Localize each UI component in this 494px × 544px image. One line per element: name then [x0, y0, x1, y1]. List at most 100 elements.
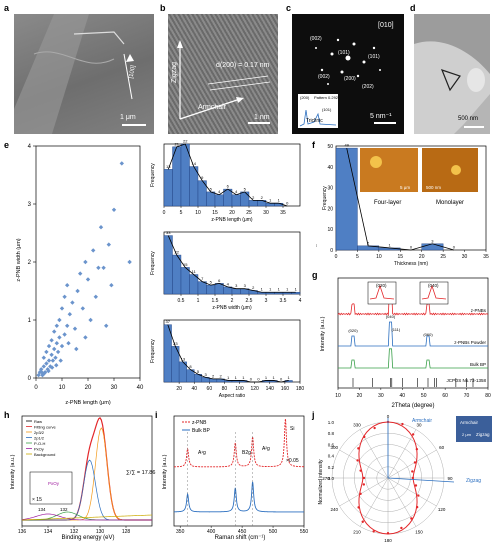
- histogram-bar: [248, 200, 258, 207]
- x-tick-label: 15: [212, 210, 218, 216]
- x-tick-label: 20: [176, 386, 182, 392]
- tem-image-d: 500 nm: [414, 14, 490, 134]
- bar-value-label: 3: [204, 372, 207, 377]
- data-point: [109, 283, 114, 288]
- peak-label: A¹g: [198, 450, 206, 456]
- bar-value-label: 1: [278, 198, 281, 203]
- inset-tick: 134: [38, 507, 46, 512]
- x-axis-label: Binding energy (eV): [61, 535, 114, 541]
- inset-peak-line: [421, 284, 447, 300]
- x-tick-label: 136: [18, 529, 27, 535]
- x-tick-label: 10: [195, 210, 201, 216]
- polar-angle-label: 330: [353, 422, 361, 427]
- bar-value-label: 4: [235, 189, 238, 194]
- data-point: [96, 265, 101, 270]
- inset-peak-line: [369, 284, 395, 300]
- xrd-series-line: [337, 288, 489, 316]
- data-point: [39, 367, 44, 372]
- bar-value-label: 9: [201, 175, 204, 180]
- y-axis-label: Frequency: [150, 339, 156, 363]
- polar-data-point: [411, 433, 415, 436]
- y-tick-label: 0: [28, 376, 32, 382]
- data-point: [41, 355, 46, 360]
- data-point: [52, 329, 57, 334]
- bar-value-label: 22: [175, 250, 180, 255]
- polar-data-point: [359, 492, 362, 496]
- polar-spoke: [387, 449, 437, 479]
- x-axis-label: Aspect ratio: [219, 393, 246, 399]
- bar-value-label: 0: [453, 245, 456, 250]
- bar-value-label: 1: [227, 375, 230, 380]
- y-axis-label: Frequency: [150, 251, 156, 275]
- inset-scale-label: × 15: [32, 497, 42, 503]
- polar-data-point: [415, 505, 419, 509]
- polar-radius-label: 0.0: [328, 476, 335, 481]
- data-point: [83, 335, 88, 340]
- panel-label-c: c: [286, 3, 292, 13]
- inset-label: Monolayer: [436, 200, 464, 206]
- y-tick-label: 20: [327, 206, 333, 212]
- polar-data-point: [414, 484, 418, 487]
- polar-radius-label: 0.4: [328, 454, 335, 459]
- polar-inset: [456, 416, 492, 442]
- data-point: [83, 259, 88, 265]
- peak-label: (111): [391, 327, 400, 332]
- zigzag-label: Zigzag: [171, 61, 179, 84]
- data-point: [44, 349, 49, 355]
- data-point: [58, 358, 63, 363]
- scale-annotation: ×0.05: [286, 458, 299, 464]
- x-tick-label: 60: [442, 393, 448, 399]
- x-tick-label: 70: [464, 393, 470, 399]
- x-tick-label: 140: [266, 386, 275, 392]
- histogram-bar: [189, 166, 199, 207]
- x-tick-label: 30: [462, 254, 468, 260]
- legend-label: 2p3/2: [34, 430, 45, 435]
- x-tick-label: 3: [265, 298, 268, 304]
- inset-title: Triclinic: [306, 118, 323, 124]
- data-point: [49, 365, 55, 370]
- x-tick-label: 40: [400, 393, 406, 399]
- y-axis-label: Intensity (a.u.): [10, 454, 16, 489]
- histogram-bar: [240, 191, 250, 207]
- data-point: [80, 306, 85, 311]
- peak-label: (040): [386, 314, 396, 319]
- inset-tick: 132: [60, 507, 68, 512]
- x-tick-label: 120: [250, 386, 259, 392]
- xps-inset: [29, 471, 73, 505]
- x-tick-label: 160: [281, 386, 290, 392]
- data-point: [44, 361, 49, 366]
- legend-label: PxOy: [34, 447, 44, 452]
- polar-angle-label: 120: [438, 507, 446, 512]
- x-axis-label: z-PNB length (μm): [211, 217, 253, 223]
- tem-image-a: [100] 1 μm: [14, 14, 154, 134]
- scale-label-a: 1 μm: [120, 114, 136, 121]
- data-point: [62, 332, 67, 337]
- inset-peak-label: Pattern 0.292: [314, 95, 339, 100]
- xrd-series-line: [338, 348, 488, 369]
- bar-value-label: 5: [210, 186, 213, 191]
- x-tick-label: 100: [235, 386, 244, 392]
- xps-annotation: ∑/∑ = 17.86: [126, 470, 155, 476]
- peak-label: (020): [348, 328, 358, 333]
- bar-value-label: 7: [201, 276, 204, 281]
- bar-value-label: 1: [388, 242, 391, 247]
- afm-inset-monolayer: [422, 148, 478, 192]
- bar-value-label: 5: [197, 369, 200, 374]
- xrd-chart-g: z-PNBs z-PNBs Powder Bulk BP JCPDS No.73-13…: [320, 277, 491, 409]
- spot-label: (202): [362, 84, 374, 90]
- x-tick-label: 5: [356, 254, 359, 260]
- data-point: [67, 312, 72, 317]
- polar-data-point: [361, 520, 364, 523]
- bar-value-label: 2: [252, 285, 255, 290]
- bar-value-label: 1: [242, 375, 245, 380]
- histogram-bar: [214, 194, 224, 207]
- data-point: [42, 371, 47, 376]
- x-tick-label: 30: [111, 385, 118, 391]
- armchair-label: Armchair: [198, 104, 227, 111]
- data-point: [93, 294, 98, 299]
- x-tick-label: 50: [421, 393, 427, 399]
- y-axis-label: Normalized intensity: [318, 459, 324, 505]
- polar-spoke: [339, 477, 389, 507]
